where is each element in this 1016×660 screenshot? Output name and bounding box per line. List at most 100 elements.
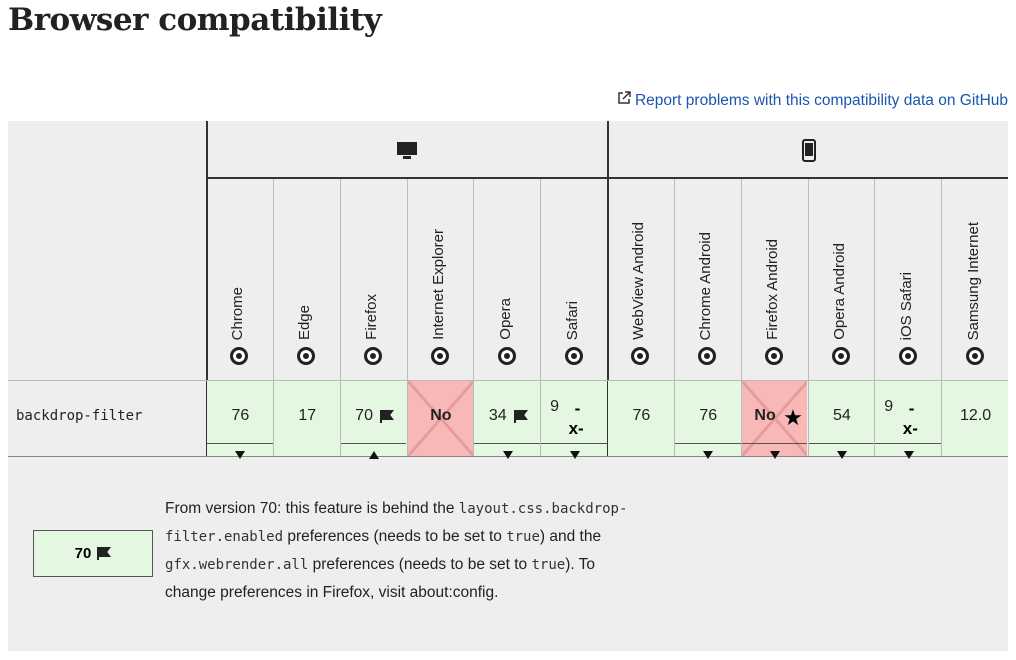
column-line: [339, 179, 341, 456]
toggle-arrow[interactable]: [369, 446, 380, 459]
browser-icon: [364, 347, 383, 365]
note-code: gfx.webrender.all: [165, 557, 309, 573]
toggle-arrow[interactable]: [569, 446, 580, 459]
browser-icon: [497, 347, 516, 365]
toggle-arrow[interactable]: [235, 446, 246, 459]
browser-name: Chrome: [206, 180, 273, 340]
support-cell: 17: [273, 381, 340, 456]
prefix-mark: x-: [902, 419, 918, 438]
left-divider: [206, 121, 208, 456]
browser-name: Opera Android: [808, 180, 875, 340]
browser-name: iOS Safari: [874, 180, 941, 340]
support-cell[interactable]: 76: [674, 381, 741, 459]
browser-icon: [765, 347, 784, 365]
browser-name: Safari: [540, 180, 607, 340]
version: 76: [632, 407, 651, 424]
version: 9: [550, 398, 560, 415]
toggle-arrow[interactable]: [903, 446, 914, 459]
browser-name: Edge: [273, 180, 340, 340]
no-cross: [407, 381, 474, 456]
prefix-mark: -: [908, 399, 915, 418]
column-line: [272, 179, 274, 456]
note-text: ) and the: [539, 528, 602, 545]
browser-label: Opera: [496, 298, 514, 340]
version: 76: [231, 407, 250, 424]
mobile-header: [607, 121, 1008, 179]
version: 12.0: [959, 407, 992, 424]
support-cell: 12.0: [942, 381, 1008, 456]
browser-name: WebView Android: [607, 180, 674, 340]
detail-note: From version 70: this feature is behind …: [165, 495, 650, 607]
browser-name: Firefox Android: [741, 180, 808, 340]
column-line: [673, 179, 675, 456]
browser-label: Samsung Internet: [964, 221, 982, 340]
browser-icon: [631, 347, 650, 365]
row-line: [8, 380, 1008, 381]
support-cell[interactable]: 9- x-: [875, 381, 942, 459]
version: 70: [355, 407, 373, 424]
toggle-line: [207, 443, 273, 444]
toggle-line: [474, 443, 541, 444]
detail-version: 70: [33, 530, 153, 577]
report-link-text[interactable]: Report problems with this compatibility …: [634, 92, 1008, 109]
browser-icon: [564, 347, 583, 365]
browser-name: Opera: [473, 180, 540, 340]
browser-label: Firefox Android: [764, 239, 782, 340]
browser-label: Edge: [296, 304, 314, 340]
browser-icon: [230, 347, 249, 365]
column-line: [740, 179, 742, 456]
support-cell: No: [407, 381, 474, 456]
toggle-line: [674, 443, 741, 444]
group-divider: [607, 121, 609, 456]
toggle-arrow[interactable]: [502, 446, 513, 459]
browser-name: Internet Explorer: [407, 180, 474, 340]
note-text: From version 70: this feature is behind …: [165, 500, 459, 517]
version: 9: [884, 398, 894, 415]
note-code: true: [506, 529, 540, 545]
flag-icon: [97, 547, 112, 560]
support-cell[interactable]: 34: [474, 381, 541, 459]
browser-label: WebView Android: [630, 222, 648, 340]
support-cell[interactable]: 70: [340, 381, 407, 459]
browser-label: Internet Explorer: [429, 229, 447, 340]
detail-version-text: 70: [74, 545, 92, 562]
version: 54: [833, 407, 851, 424]
version: 34: [488, 407, 507, 424]
toggle-line: [875, 443, 942, 444]
browser-icon: [698, 347, 717, 365]
desktop-icon: [397, 142, 417, 159]
browser-icon: [297, 347, 316, 365]
version: No: [430, 407, 452, 424]
version: 76: [699, 407, 718, 424]
browser-label: Chrome: [229, 286, 247, 340]
browser-label: Safari: [563, 300, 581, 340]
browser-name: Chrome Android: [674, 180, 741, 340]
desktop-header: [206, 121, 607, 179]
toggle-arrow[interactable]: [703, 446, 714, 459]
toggle-arrow[interactable]: [836, 446, 847, 459]
browser-label: iOS Safari: [897, 271, 915, 340]
version: No: [754, 407, 776, 424]
support-cell: 76: [608, 381, 674, 456]
browser-icon: [831, 347, 850, 365]
star-icon: ★: [783, 405, 803, 430]
flag-icon: [513, 410, 528, 423]
browser-icon: [430, 347, 449, 365]
note-code: true: [531, 557, 566, 573]
column-line: [406, 179, 408, 456]
page-title: Browser compatibility: [8, 2, 382, 38]
support-cell[interactable]: 9- x-: [541, 381, 607, 459]
browser-name: Samsung Internet: [941, 180, 1008, 340]
support-cell[interactable]: 76: [207, 381, 273, 459]
column-line: [874, 179, 876, 456]
external-icon: [617, 91, 631, 104]
report-link[interactable]: Report problems with this compatibility …: [617, 91, 1008, 110]
note-text: ). To change preferences in Firefox, vis…: [165, 556, 596, 601]
toggle-arrow[interactable]: [770, 446, 781, 459]
column-line: [807, 179, 809, 456]
toggle-line: [340, 443, 407, 444]
support-cell[interactable]: 54: [808, 381, 875, 459]
browser-label: Firefox: [363, 294, 381, 340]
support-cell[interactable]: No ★: [741, 381, 808, 459]
